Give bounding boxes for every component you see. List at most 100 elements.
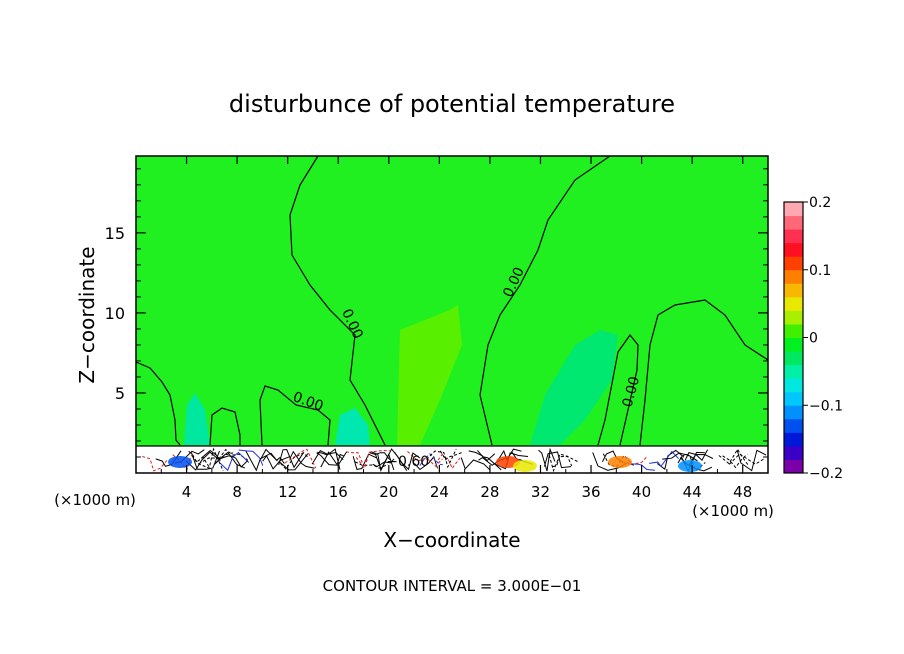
turbulent-contour xyxy=(718,448,750,466)
x-tick-label: 48 xyxy=(733,483,752,501)
turbulent-contour xyxy=(185,451,221,471)
contour-label: 0.00 xyxy=(620,375,644,409)
boundary-layer-band xyxy=(136,446,768,473)
colorbar-swatch xyxy=(784,323,803,338)
turbulent-contour xyxy=(346,451,368,463)
turbulent-patch xyxy=(608,456,632,468)
turbulent-contour xyxy=(355,450,390,470)
turbulent-contour xyxy=(278,453,309,471)
turbulent-contour xyxy=(200,449,229,460)
turbulent-patch xyxy=(678,460,702,472)
contour-line xyxy=(597,334,639,446)
colorbar-swatch xyxy=(784,256,803,271)
colorbar-tick-label: 0.2 xyxy=(809,195,831,211)
turbulent-patch xyxy=(513,460,537,472)
turbulent-contour xyxy=(369,452,391,460)
chart-title: disturbunce of potential temperature xyxy=(229,90,675,118)
colorbar-swatch xyxy=(784,351,803,366)
contour-line xyxy=(289,155,386,446)
boundary-layer-contours xyxy=(136,445,768,473)
x-tick-label: 40 xyxy=(632,483,651,501)
turbulent-contour xyxy=(354,461,389,469)
cool-region xyxy=(530,330,618,445)
turbulent-contour xyxy=(437,453,461,470)
x-tick-label: 8 xyxy=(232,483,242,501)
x-tick-label: 12 xyxy=(278,483,297,501)
turbulent-contour xyxy=(662,452,698,462)
colorbar-swatch xyxy=(784,459,803,474)
turbulent-contour xyxy=(460,457,491,471)
turbulent-contour xyxy=(142,456,169,472)
colorbar-swatch xyxy=(784,269,803,284)
colorbar-swatch xyxy=(784,432,803,447)
x-tick-label: 24 xyxy=(430,483,449,501)
turbulent-contour xyxy=(198,452,234,465)
cool-region xyxy=(184,393,210,445)
turbulent-contour xyxy=(548,453,573,473)
x-axis: 4 8 12 16 20 24 28 32 36 40 44 48 xyxy=(160,156,752,501)
contour-lines xyxy=(135,155,769,446)
x-tick-label: 4 xyxy=(182,483,192,501)
colorbar-tick-label: −0.1 xyxy=(809,398,843,414)
turbulent-contour xyxy=(370,451,395,473)
contour-line xyxy=(639,299,769,446)
x-tick-label: 36 xyxy=(581,483,600,501)
turbulent-contour xyxy=(190,450,220,470)
x-tick-label: 28 xyxy=(480,483,499,501)
contour-line xyxy=(479,155,611,446)
turbulent-patch xyxy=(168,456,192,468)
x-tick-label: 16 xyxy=(329,483,348,501)
x-tick-label: 32 xyxy=(531,483,550,501)
warm-region xyxy=(397,305,462,445)
contour-label: −0.60 xyxy=(386,454,429,470)
turbulent-contour xyxy=(439,450,464,461)
x-axis-label: X−coordinate xyxy=(383,528,520,552)
y-axis: 5 10 15 xyxy=(105,168,768,458)
y-tick-label: 5 xyxy=(115,384,125,403)
colorbar-tick-label: −0.2 xyxy=(809,466,843,482)
colorbar-swatch xyxy=(784,202,803,217)
colorbar: 0.2 0.1 0 −0.1 −0.2 xyxy=(783,195,843,482)
colorbar-swatch xyxy=(784,418,803,433)
turbulent-contour xyxy=(262,454,290,470)
x-tick-label: 20 xyxy=(379,483,398,501)
turbulent-contour xyxy=(543,451,572,469)
contour-line xyxy=(135,361,181,446)
colorbar-swatch xyxy=(784,378,803,393)
colorbar-swatch xyxy=(784,337,803,352)
turbulent-contour xyxy=(320,451,345,468)
contour-interval-note: CONTOUR INTERVAL = 3.000E−01 xyxy=(323,577,582,595)
turbulent-contour xyxy=(317,448,341,470)
turbulent-contour xyxy=(419,453,444,466)
colorbar-swatch xyxy=(784,242,803,257)
x-tick-label: 44 xyxy=(683,483,702,501)
turbulent-contour xyxy=(728,453,766,465)
turbulent-contour xyxy=(278,448,305,469)
colorbar-swatch xyxy=(784,364,803,379)
contour-line xyxy=(209,407,241,446)
plot-area: 0.000.000.000.00−0.60 xyxy=(135,155,769,474)
turbulent-contour xyxy=(649,450,680,468)
turbulent-contour xyxy=(656,449,685,470)
colorbar-swatch xyxy=(784,229,803,244)
cool-region xyxy=(335,408,370,445)
turbulent-contour xyxy=(394,451,421,471)
colorbar-swatch xyxy=(784,391,803,406)
turbulent-contour xyxy=(227,455,249,468)
colorbar-swatch xyxy=(784,215,803,230)
turbulent-contour xyxy=(413,455,438,471)
turbulent-contour xyxy=(352,453,377,470)
turbulent-contour xyxy=(284,448,317,469)
y-tick-label: 10 xyxy=(105,304,125,323)
x-origin-unit: (×1000 m) xyxy=(54,491,136,509)
turbulent-contour xyxy=(426,448,457,469)
contour-line xyxy=(259,385,331,446)
turbulent-contour xyxy=(736,449,767,472)
turbulent-contour xyxy=(188,450,211,470)
colorbar-swatch xyxy=(784,296,803,311)
colorbar-swatch xyxy=(784,405,803,420)
turbulent-contour xyxy=(289,450,315,469)
y-axis-label: Z−coordinate xyxy=(75,246,99,383)
turbulent-contour xyxy=(468,450,496,462)
